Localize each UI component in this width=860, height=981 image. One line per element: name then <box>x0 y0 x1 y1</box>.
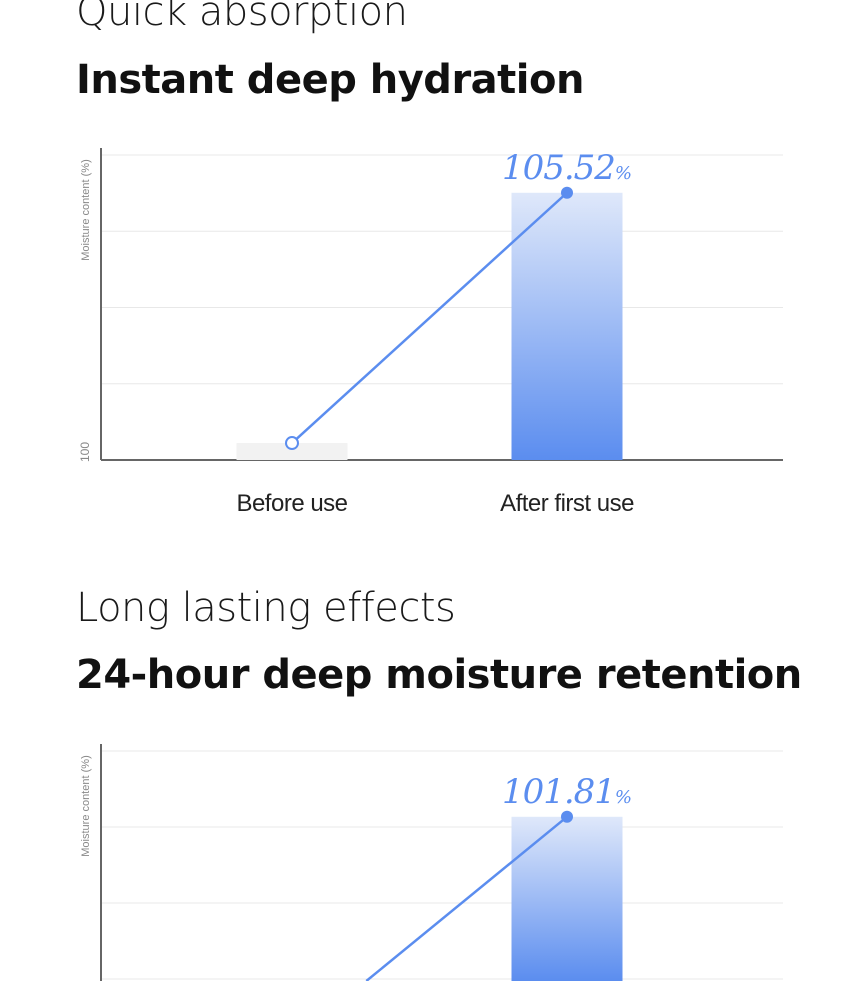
trend-line <box>365 815 568 981</box>
y-axis-label: Moisture content (%) <box>80 755 92 856</box>
section-2-subtitle: Long lasting effects <box>76 585 456 631</box>
point-after-use <box>561 186 573 199</box>
trend-line <box>291 191 568 444</box>
data-label-unit: % <box>615 787 632 808</box>
chart-instant-hydration: Moisture content (%) 100 Before use After f… <box>78 148 783 517</box>
section-1-title: Instant deep hydration <box>76 57 584 103</box>
point-before-use <box>285 436 299 451</box>
bar-after-use <box>511 192 623 460</box>
point-after-use <box>561 810 573 823</box>
y-tick-label: 100 <box>78 442 92 462</box>
data-label-unit: % <box>615 163 632 184</box>
bar-before-use <box>236 443 348 460</box>
section-1-subtitle: Quick absorption <box>76 0 408 35</box>
x-tick-label: After first use <box>500 490 634 517</box>
data-label-value: 105.52 <box>502 148 615 188</box>
x-tick-label: Before use <box>236 490 347 517</box>
bar-after-use <box>511 816 623 981</box>
data-label: 101.81% <box>502 772 632 812</box>
data-label-value: 101.81 <box>502 772 615 812</box>
y-axis-label: Moisture content (%) <box>80 159 92 260</box>
data-label: 105.52% <box>502 148 632 188</box>
section-2-title: 24-hour deep moisture retention <box>76 652 802 698</box>
